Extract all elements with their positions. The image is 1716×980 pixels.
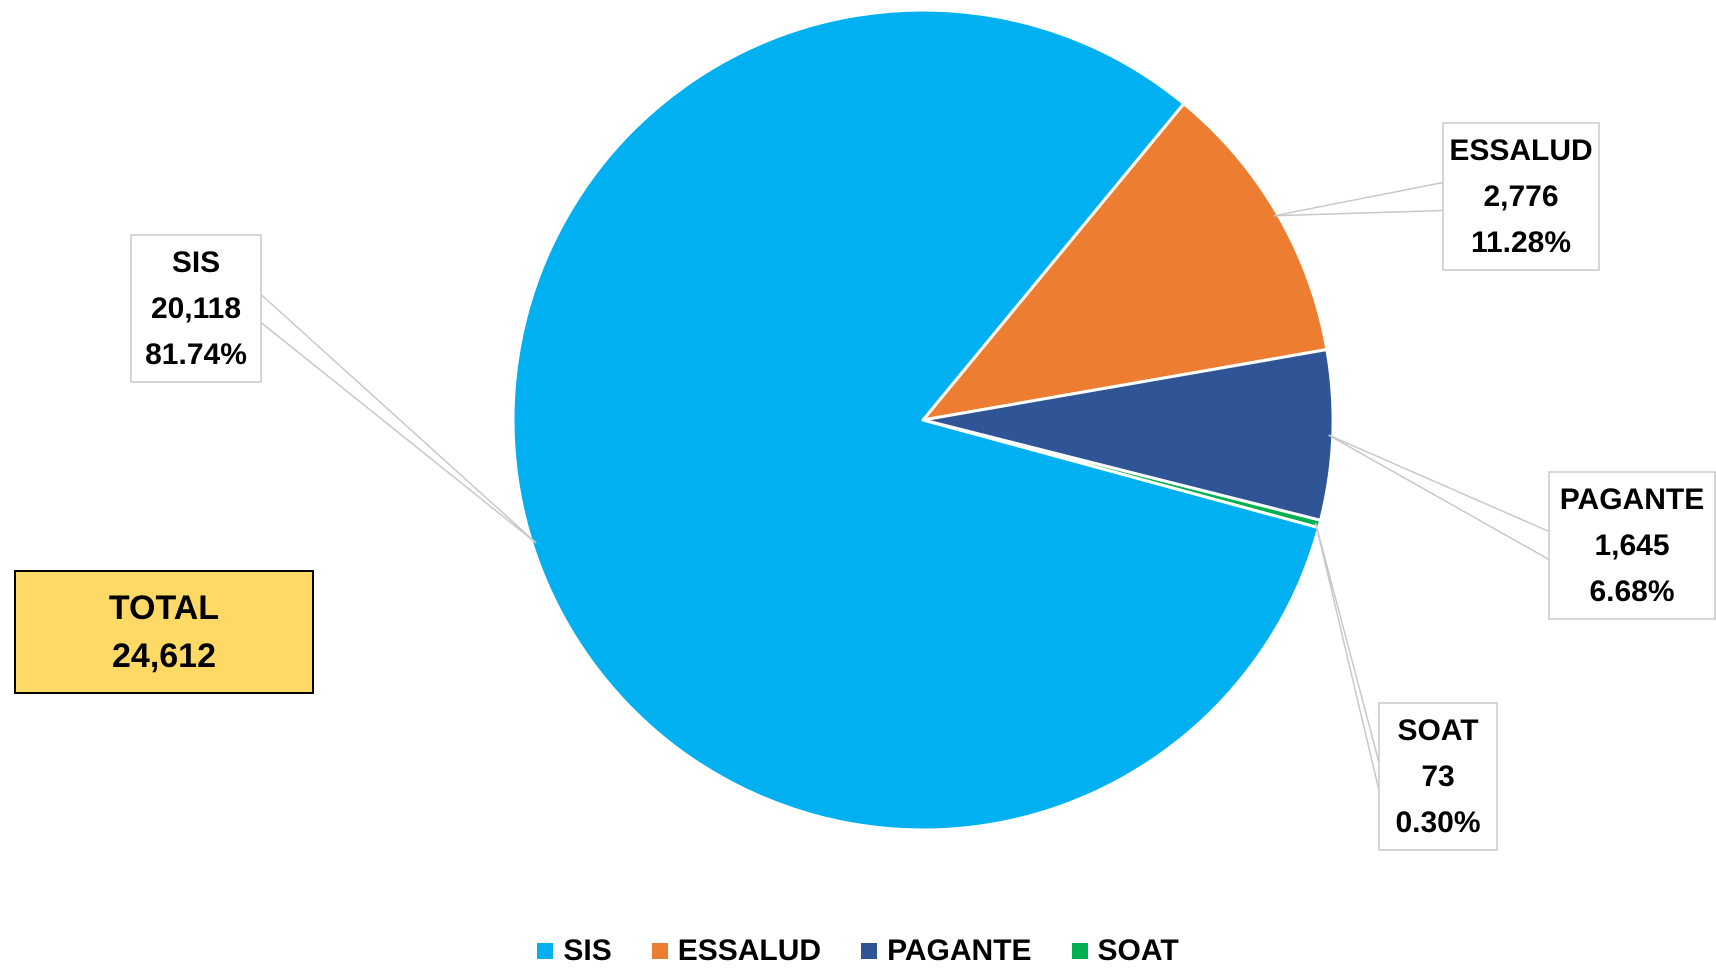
leader-line-sis-b [260,321,537,544]
data-label-sis-percent: 81.74% [145,338,247,371]
legend-swatch-essalud [651,943,668,959]
data-label-box-sis [130,234,262,383]
legend-item-essalud: ESSALUD [651,934,822,968]
data-label-sis-value: 20,118 [151,292,241,325]
legend-item-sis: SIS [537,934,612,968]
pie-slices [511,8,1335,832]
legend: SIS ESSALUD PAGANTE SOAT [0,934,1716,968]
pie-slice-pagante [921,348,1335,522]
legend-label-pagante: PAGANTE [887,934,1032,967]
data-label-essalud-percent: 11.28% [1471,226,1571,259]
data-label-pagante-category: PAGANTE [1560,483,1704,516]
data-label-soat-percent: 0.30% [1395,806,1480,839]
leader-line-essalud-a [1273,181,1444,217]
pie-slice-sis [511,8,1321,832]
leader-line-essalud-b [1273,209,1444,217]
total-value: 24,612 [112,637,216,675]
legend-label-soat: SOAT [1097,934,1179,967]
legend-label-essalud: ESSALUD [677,934,822,967]
legend-swatch-pagante [861,943,878,959]
data-label-box-soat [1378,702,1498,851]
data-label-essalud-value: 2,776 [1483,180,1558,213]
leader-line-pagante-b [1328,434,1550,561]
data-label-sis-category: SIS [172,246,220,279]
legend-swatch-soat [1071,943,1088,959]
leader-line-sis-a [260,293,537,544]
data-label-soat-value: 73 [1421,760,1454,793]
data-labels: ESSALUD 2,776 11.28% PAGANTE 1,645 6.68% SOAT 7… [130,122,1716,851]
data-label-box-pagante [1548,471,1716,620]
leader-line-soat-a [1314,522,1380,763]
data-label-soat-category: SOAT [1397,714,1478,747]
leader-line-soat-b [1314,522,1380,791]
data-label-essalud-category: ESSALUD [1449,134,1592,167]
legend-item-soat: SOAT [1071,934,1179,968]
legend-swatch-sis [537,943,554,959]
legend-label-sis: SIS [563,934,612,967]
data-label-pagante-percent: 6.68% [1589,575,1674,608]
leader-lines [260,181,1550,791]
pie-slice-essalud [921,102,1329,422]
leader-line-pagante-a [1328,434,1550,533]
total-box: TOTAL 24,612 [14,570,314,694]
total-label: TOTAL [108,589,220,627]
legend-item-pagante: PAGANTE [861,934,1032,968]
data-label-pagante-value: 1,645 [1594,529,1669,562]
data-label-box-essalud [1442,122,1600,271]
